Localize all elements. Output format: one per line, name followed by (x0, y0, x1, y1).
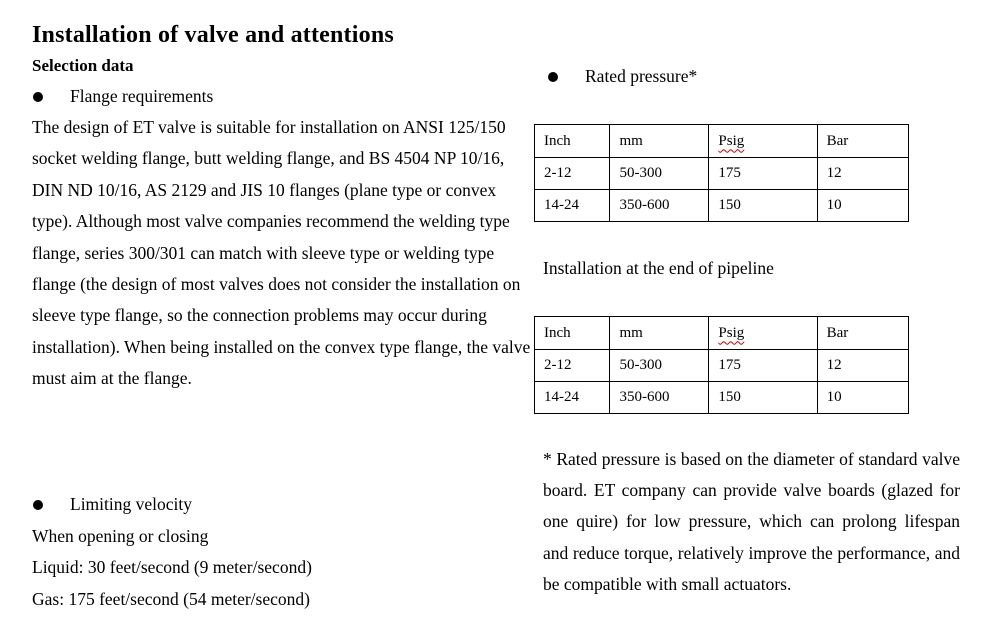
table-row: 14-24 350-600 150 10 (533, 189, 910, 222)
flange-paragraph: The design of ET valve is suitable for i… (32, 117, 531, 389)
table-cell: 10 (816, 381, 910, 414)
flange-requirements-label: Flange requirements (70, 86, 214, 106)
page-title: Installation of valve and attentions (32, 22, 394, 49)
table-cell: 14-24 (533, 189, 611, 222)
rated-pressure-footnote: * Rated pressure is based on the diamete… (543, 449, 960, 594)
flange-requirements-item: Flange requirements (32, 84, 213, 108)
table-header-row: Inch mm Psig Bar (533, 124, 910, 158)
rated-pressure-label: Rated pressure* (585, 66, 698, 86)
table-row: 2-12 50-300 175 12 (533, 157, 910, 190)
velocity-gas-line: Gas: 175 feet/second (54 meter/second) (32, 588, 310, 609)
velocity-intro-line: When opening or closing (32, 525, 209, 546)
psig-header-misspelled: Psig (718, 324, 745, 341)
table-cell: 14-24 (533, 381, 611, 414)
limiting-velocity-section: Limiting velocity When opening or closin… (32, 489, 532, 615)
table-header-row: Inch mm Psig Bar (533, 316, 910, 350)
table-cell: 2-12 (533, 157, 611, 190)
header-cell: Inch (533, 316, 611, 350)
pipeline-heading: Installation at the end of pipeline (543, 258, 774, 278)
table-cell: 50-300 (609, 349, 710, 382)
bullet-icon (32, 84, 70, 108)
end-of-pipeline-table: Inch mm Psig Bar 2-12 50-300 175 12 14-2… (533, 316, 910, 414)
rated-pressure-table: Inch mm Psig Bar 2-12 50-300 175 12 14-2… (533, 124, 910, 222)
table-cell: 175 (708, 157, 818, 190)
header-cell: Bar (816, 316, 910, 350)
rated-pressure-item: Rated pressure* (547, 64, 697, 88)
table-cell: 150 (708, 189, 818, 222)
velocity-liquid-line: Liquid: 30 feet/second (9 meter/second) (32, 557, 312, 577)
psig-header-misspelled: Psig (718, 132, 745, 149)
bullet-icon (547, 64, 585, 88)
header-cell: Psig (708, 124, 818, 158)
table-cell: 2-12 (533, 349, 611, 382)
table-cell: 350-600 (609, 381, 710, 414)
bullet-icon (32, 489, 70, 521)
table-cell: 50-300 (609, 157, 710, 190)
table-cell: 12 (816, 157, 910, 190)
header-cell: mm (609, 124, 710, 158)
header-cell: mm (609, 316, 710, 350)
header-cell: Inch (533, 124, 611, 158)
table-cell: 12 (816, 349, 910, 382)
header-cell: Psig (708, 316, 818, 350)
limiting-velocity-label: Limiting velocity (70, 494, 192, 514)
table-cell: 175 (708, 349, 818, 382)
header-cell: Bar (816, 124, 910, 158)
table-row: 14-24 350-600 150 10 (533, 381, 910, 414)
table-row: 2-12 50-300 175 12 (533, 349, 910, 382)
table-cell: 150 (708, 381, 818, 414)
limiting-velocity-item: Limiting velocity (32, 489, 532, 521)
selection-data-heading: Selection data (32, 56, 134, 75)
table-cell: 350-600 (609, 189, 710, 222)
table-cell: 10 (816, 189, 910, 222)
